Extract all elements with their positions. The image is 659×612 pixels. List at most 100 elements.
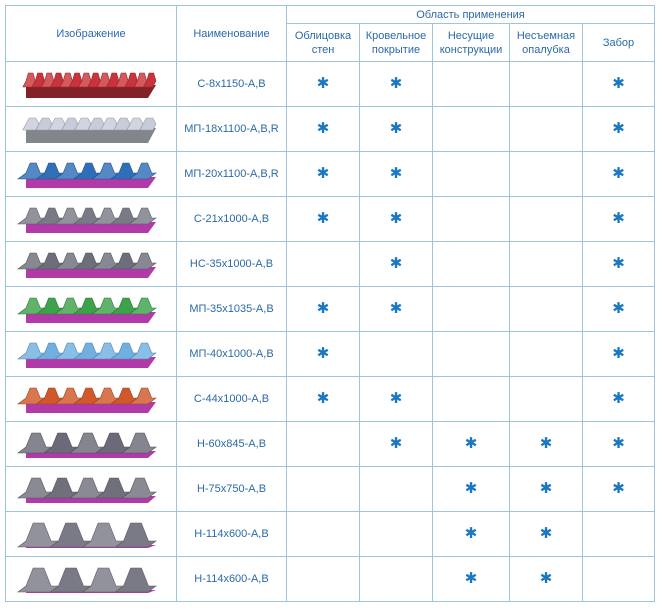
cell-product-name: С-21х1000-А,В	[176, 196, 287, 242]
header-area-line1: Забор	[602, 36, 635, 49]
cell-area-bearing	[432, 106, 510, 152]
cell-area-formwork	[509, 106, 583, 152]
applicable-mark-icon: ✱	[389, 120, 403, 137]
cell-area-formwork	[509, 286, 583, 332]
profile-rib	[95, 477, 131, 499]
profile-sheet-image	[17, 207, 157, 233]
cell-area-wall	[286, 556, 360, 602]
cell-image	[5, 286, 177, 332]
cell-product-name: МП-18х1100-А,В,R	[176, 106, 287, 152]
cell-area-formwork: ✱	[509, 421, 583, 467]
cell-area-formwork: ✱	[509, 511, 583, 557]
cell-product-name: МП-20х1100-А,В,R	[176, 151, 287, 197]
profile-sheet-image	[17, 387, 157, 413]
applicable-mark-icon: ✱	[316, 390, 330, 407]
profile-sheet-image	[17, 477, 157, 503]
cell-product-name: Н-75х750-А,В	[176, 466, 287, 512]
applicable-mark-icon: ✱	[612, 435, 625, 452]
cell-product-name: Н-114х600-А,В	[176, 511, 287, 557]
cell-area-formwork	[509, 196, 583, 242]
profile-rib	[43, 432, 79, 454]
cell-area-formwork	[509, 241, 583, 287]
profile-rib	[91, 207, 120, 225]
cell-area-wall	[286, 421, 360, 467]
profile-sheet-image	[17, 432, 157, 458]
cell-area-wall: ✱	[286, 286, 360, 332]
cell-area-roof: ✱	[359, 61, 433, 107]
applicable-mark-icon: ✱	[316, 120, 330, 137]
cell-product-name: МП-35х1035-А,В	[176, 286, 287, 332]
table-row: С-21х1000-А,В ✱ ✱ ✱	[5, 196, 655, 242]
applicable-mark-icon: ✱	[389, 75, 403, 92]
cell-area-formwork: ✱	[509, 466, 583, 512]
header-area-fence: Забор	[582, 23, 655, 62]
profile-rib	[128, 207, 157, 225]
cell-area-wall: ✱	[286, 61, 360, 107]
profile-rib	[54, 342, 83, 360]
cell-area-wall	[286, 466, 360, 512]
cell-image	[5, 511, 177, 557]
cell-area-bearing: ✱	[432, 466, 510, 512]
profile-rib	[91, 342, 120, 360]
applicable-mark-icon: ✱	[612, 480, 625, 497]
profile-rib	[82, 567, 125, 593]
applicable-mark-icon: ✱	[612, 255, 625, 272]
cell-area-fence: ✱	[582, 61, 655, 107]
profile-rib	[128, 162, 157, 180]
applicable-mark-icon: ✱	[612, 210, 625, 227]
profile-sheet-image	[17, 162, 157, 188]
profile-rib	[109, 387, 139, 405]
profile-rib	[35, 297, 65, 315]
profile-rib	[91, 162, 120, 180]
profile-rib	[91, 387, 120, 405]
table-body: С-8х1150-А,В ✱ ✱ ✱ МП-18х1100-А,В,R ✱ ✱ ✱ МП-20х…	[5, 61, 655, 602]
table-row: Н-114х600-А,В ✱ ✱	[5, 511, 655, 557]
cell-area-wall: ✱	[286, 151, 360, 197]
applicable-mark-icon: ✱	[539, 525, 553, 542]
profile-rib	[17, 297, 46, 315]
profile-rib	[82, 522, 125, 548]
header-image: Изображение	[5, 5, 177, 62]
table-row: МП-35х1035-А,В ✱ ✱ ✱	[5, 286, 655, 332]
cell-area-fence: ✱	[582, 466, 655, 512]
cell-area-bearing: ✱	[432, 421, 510, 467]
header-area-bearing: Несущие конструкции	[432, 23, 510, 62]
profile-rib	[143, 72, 157, 88]
cell-area-bearing	[432, 286, 510, 332]
applicable-mark-icon: ✱	[316, 210, 330, 227]
applicable-mark-icon: ✱	[612, 120, 625, 137]
table-row: МП-20х1100-А,В,R ✱ ✱ ✱	[5, 151, 655, 197]
header-application-area: Область применения	[286, 5, 655, 24]
profile-rib	[17, 387, 46, 405]
cell-area-wall	[286, 511, 360, 557]
applicable-mark-icon: ✱	[539, 570, 553, 587]
table-row: МП-40х1000-А,В ✱ ✱	[5, 331, 655, 377]
cell-area-fence: ✱	[582, 421, 655, 467]
profile-rib	[72, 387, 102, 405]
applicable-mark-icon: ✱	[539, 435, 553, 452]
applicable-mark-icon: ✱	[389, 390, 403, 407]
cell-product-name: С-8х1150-А,В	[176, 61, 287, 107]
profile-underside	[26, 267, 156, 278]
table-row: С-8х1150-А,В ✱ ✱ ✱	[5, 61, 655, 107]
applicable-mark-icon: ✱	[464, 525, 478, 542]
profile-underside	[26, 222, 156, 233]
profile-rib	[35, 252, 65, 270]
cell-area-bearing	[432, 151, 510, 197]
applicable-mark-icon: ✱	[316, 165, 330, 182]
profile-underside	[26, 177, 156, 188]
cell-area-fence: ✱	[582, 106, 655, 152]
cell-image	[5, 106, 177, 152]
cell-area-bearing: ✱	[432, 511, 510, 557]
cell-area-fence: ✱	[582, 331, 655, 377]
profile-rib	[139, 117, 157, 131]
profile-underside	[26, 312, 156, 323]
applicable-mark-icon: ✱	[389, 210, 403, 227]
profile-rib	[35, 162, 65, 180]
profile-rib	[17, 207, 46, 225]
header-area-line2: стен	[311, 43, 335, 56]
header-area-line2: конструкции	[439, 43, 503, 56]
profile-rib	[128, 342, 157, 360]
cell-product-name: МП-40х1000-А,В	[176, 331, 287, 377]
cell-area-roof	[359, 331, 433, 377]
